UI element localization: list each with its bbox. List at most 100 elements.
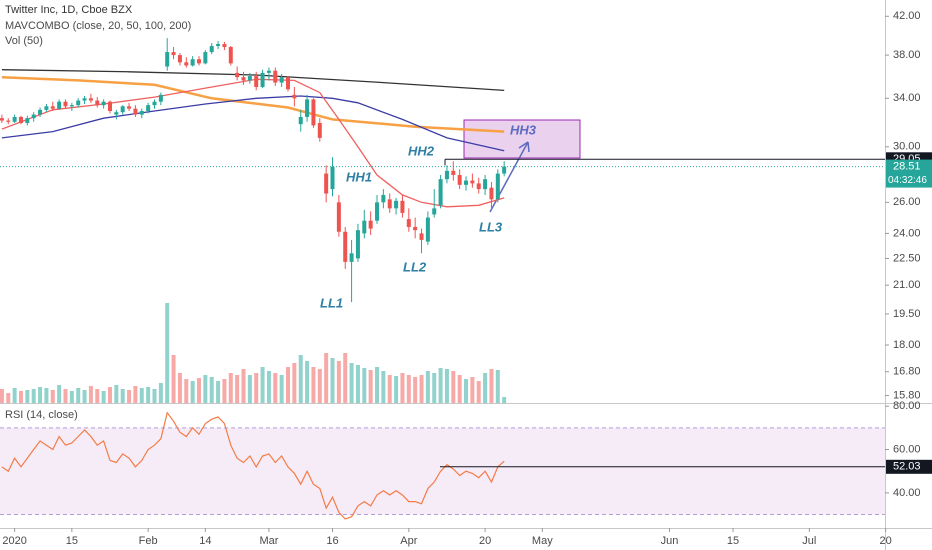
candle-body [286,77,291,90]
volume-bar [362,368,367,403]
x-tick-label: 20 [880,535,892,547]
candle-body [235,72,240,78]
annotation: HH3 [510,122,537,137]
candle-body [165,52,170,67]
volume-bar [0,389,4,403]
candle-body [451,170,456,175]
volume-bar [425,371,430,403]
candle-body [387,199,392,209]
volume-bar [152,389,157,403]
candle-body [425,217,430,242]
volume-bar [107,387,112,403]
candle-body [107,101,112,112]
volume-bar [76,388,81,403]
volume-bar [400,373,405,403]
annotation: LL1 [320,295,343,310]
x-tick-label: Feb [139,535,158,547]
candle-body [394,200,399,209]
candle-body [18,116,23,123]
volume-bar [165,303,170,403]
candle-body [38,109,43,115]
volume-bar [444,369,449,403]
candle-body [139,111,144,115]
candle-body [502,166,507,174]
volume-bar [114,385,119,403]
candle-body [476,183,481,190]
volume-bar [18,391,23,403]
volume-bar [387,375,392,403]
candle-body [330,166,335,190]
y-tick-label: 30.00 [893,141,921,153]
volume-bar [343,353,348,403]
candle-body [362,220,367,234]
volume-bar [381,371,386,403]
rsi-line [1,411,505,520]
y-tick-label: 16.80 [893,366,921,378]
annotation: HH2 [408,143,435,158]
candle-body [63,101,68,107]
candle-body [50,106,55,109]
volume-bar [311,367,316,403]
candle-body [222,44,227,48]
volume-bar [457,375,462,403]
candle-body [470,180,475,184]
volume-bar [120,389,125,403]
candle-body [355,230,360,259]
y-tick-label: 19.50 [893,308,921,320]
volume-bar [190,381,195,403]
volume-bar [406,375,411,403]
candle-body [216,44,221,47]
candle-body [158,94,163,102]
volume-bar [292,363,297,403]
volume-bar [451,371,456,403]
candle-body [82,98,87,101]
candle-body [260,72,265,88]
volume-bar [101,391,106,403]
volume-bar [177,373,182,403]
candle-body [266,70,271,73]
volume-label: Vol (50) [5,35,43,47]
volume-bar [394,376,399,403]
x-tick-label: Jun [661,535,679,547]
candle-body [247,76,252,81]
candle-body [279,77,284,83]
x-tick-label: 15 [66,535,78,547]
volume-bar [12,388,17,403]
candle-body [184,62,189,66]
volume-bar [502,397,507,403]
volume-bar [286,367,291,403]
candle-body [76,100,81,106]
x-tick-label: 2020 [2,535,26,547]
candle-body [254,76,259,88]
candle-body [292,94,297,99]
volume-bar [476,381,481,403]
indicator-label: MAVCOMBO (close, 20, 50, 100, 200) [5,20,191,32]
candle-body [127,106,132,109]
rsi-badge [886,459,932,474]
candle-body [317,122,322,138]
candle-body [44,106,49,110]
volume-bar [127,390,132,403]
candle-body [177,55,182,63]
volume-bar [203,375,208,403]
candle-body [101,101,106,106]
candle-body [298,116,303,125]
moving-average [1,75,505,133]
volume-bar [241,369,246,403]
y-tick-label: 60.00 [893,443,921,455]
candle-body [6,120,11,122]
candle-body [171,52,176,56]
candle-body [305,99,310,117]
volume-bar [279,375,284,403]
arrow-head [518,141,530,153]
candle-body [400,200,405,213]
y-tick-label: 21.00 [893,279,921,291]
candle-body [495,173,500,200]
candle-body [69,105,74,107]
candle-body [88,98,93,101]
candle-body [444,170,449,180]
volume-bar [355,365,360,403]
